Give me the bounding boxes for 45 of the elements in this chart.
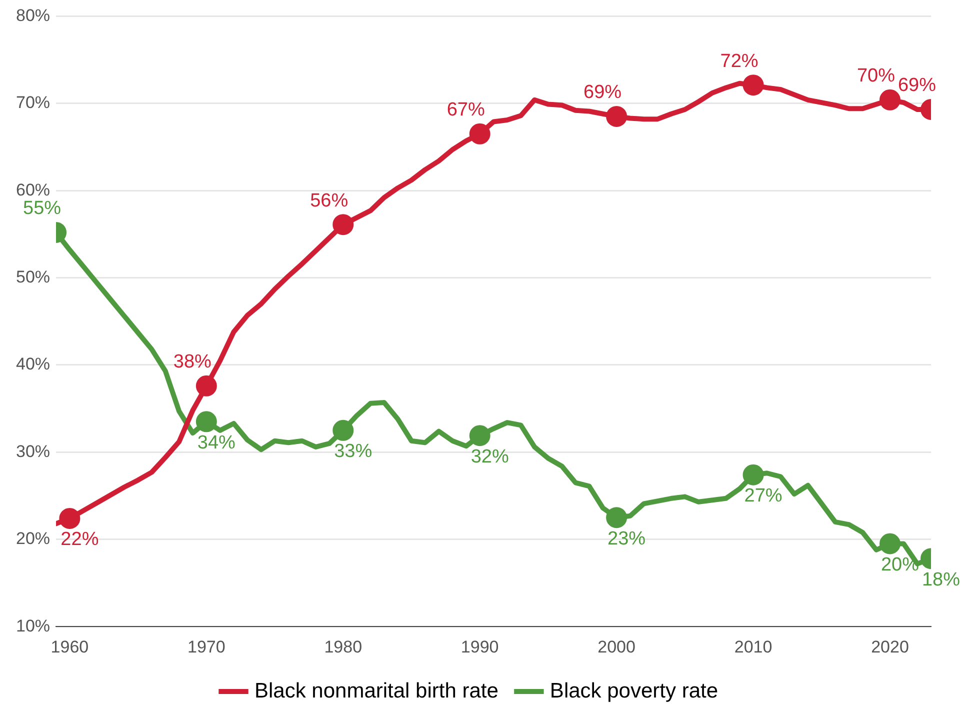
y-tick-label: 40% [16,354,50,374]
point [742,74,764,96]
data-label: 56% [310,190,348,212]
data-label: 18% [922,569,960,590]
y-tick-label: 50% [16,267,50,286]
x-tick-label: 1960 [50,637,89,656]
point [332,214,354,236]
y-tick-label: 30% [16,442,50,461]
point [742,464,764,486]
data-label: 23% [608,528,646,550]
x-tick-label: 2000 [598,637,636,656]
data-label: 34% [197,432,236,454]
x-tick-label: 1980 [324,637,362,656]
data-label: 33% [334,441,372,462]
point [606,106,628,127]
point [332,420,354,441]
data-label: 69% [584,82,622,104]
data-label: 27% [744,486,782,507]
legend-label: Black nonmarital birth rate [254,679,498,702]
x-tick-label: 1970 [187,637,226,656]
x-tick-label: 2010 [734,637,772,656]
data-label: 38% [173,352,212,373]
data-label: 72% [720,50,758,72]
y-tick-label: 10% [16,616,50,636]
point [196,411,217,432]
data-label: 67% [446,100,485,121]
data-label: 55% [23,198,62,220]
y-tick-label: 70% [16,93,50,112]
data-label: 69% [898,75,936,96]
data-label: 32% [470,446,509,468]
x-tick-label: 1990 [460,637,499,656]
point [196,375,217,396]
data-label: 22% [60,529,99,550]
point [59,508,80,529]
x-tick-label: 2020 [871,637,909,656]
y-tick-label: 20% [16,529,50,548]
point [879,533,900,554]
point [606,507,628,528]
point [469,123,490,144]
y-tick-label: 80% [16,6,50,25]
point [879,89,900,110]
data-label: 70% [856,66,896,87]
point [469,425,490,446]
legend-label: Black poverty rate [550,679,718,702]
y-tick-label: 60% [16,180,50,200]
